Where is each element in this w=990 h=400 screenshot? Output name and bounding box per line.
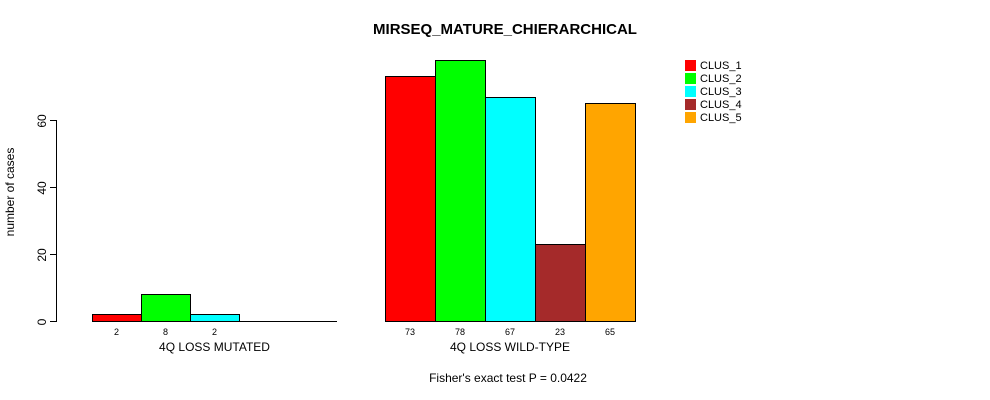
group-label: 4Q LOSS MUTATED (159, 340, 270, 354)
y-tick-label: 0 (35, 318, 49, 325)
legend-label: CLUS_1 (700, 59, 742, 72)
y-tick-label: 40 (35, 180, 49, 195)
y-axis-label: number of cases (3, 147, 17, 237)
legend-label: CLUS_5 (700, 111, 742, 124)
legend-swatch (685, 73, 696, 84)
bar-value-label: 73 (404, 327, 416, 337)
legend-label: CLUS_4 (700, 98, 742, 111)
bar-clus_2 (141, 294, 191, 322)
legend-swatch (685, 86, 696, 97)
legend-row: CLUS_3 (685, 85, 742, 98)
bar-clus_5 (585, 103, 636, 322)
y-tick-label: 60 (35, 113, 49, 128)
bar-value-label: 2 (211, 327, 218, 337)
legend-label: CLUS_2 (700, 72, 742, 85)
y-tick-mark (50, 254, 56, 255)
legend: CLUS_1 CLUS_2 CLUS_3 CLUS_4 CLUS_5 (685, 59, 742, 124)
caption: Fisher's exact test P = 0.0422 (429, 371, 587, 385)
y-tick-mark (50, 187, 56, 188)
legend-row: CLUS_1 (685, 59, 742, 72)
legend-label: CLUS_3 (700, 85, 742, 98)
y-tick-label: 20 (35, 247, 49, 262)
bar-value-label: 23 (554, 327, 566, 337)
legend-swatch (685, 112, 696, 123)
legend-swatch (685, 99, 696, 110)
legend-swatch (685, 60, 696, 71)
bar-value-label: 67 (504, 327, 516, 337)
legend-row: CLUS_5 (685, 111, 742, 124)
bar-value-label: 65 (604, 327, 616, 337)
bar-clus_3 (485, 96, 536, 322)
bar-clus_1 (92, 314, 142, 322)
group-label: 4Q LOSS WILD-TYPE (449, 340, 571, 354)
y-tick-mark (50, 120, 56, 121)
chart-title: MIRSEQ_MATURE_CHIERARCHICAL (373, 21, 637, 38)
legend-row: CLUS_4 (685, 98, 742, 111)
y-tick-mark (50, 321, 56, 322)
bar-clus_2 (435, 59, 486, 322)
bar-value-label: 2 (113, 327, 120, 337)
bar-clus_1 (385, 76, 436, 322)
bar-clus_3 (190, 314, 240, 322)
bar-clus_4 (535, 243, 586, 322)
bar-value-label: 8 (162, 327, 169, 337)
bar-value-label: 78 (454, 327, 466, 337)
legend-row: CLUS_2 (685, 72, 742, 85)
y-axis-line (56, 120, 57, 322)
